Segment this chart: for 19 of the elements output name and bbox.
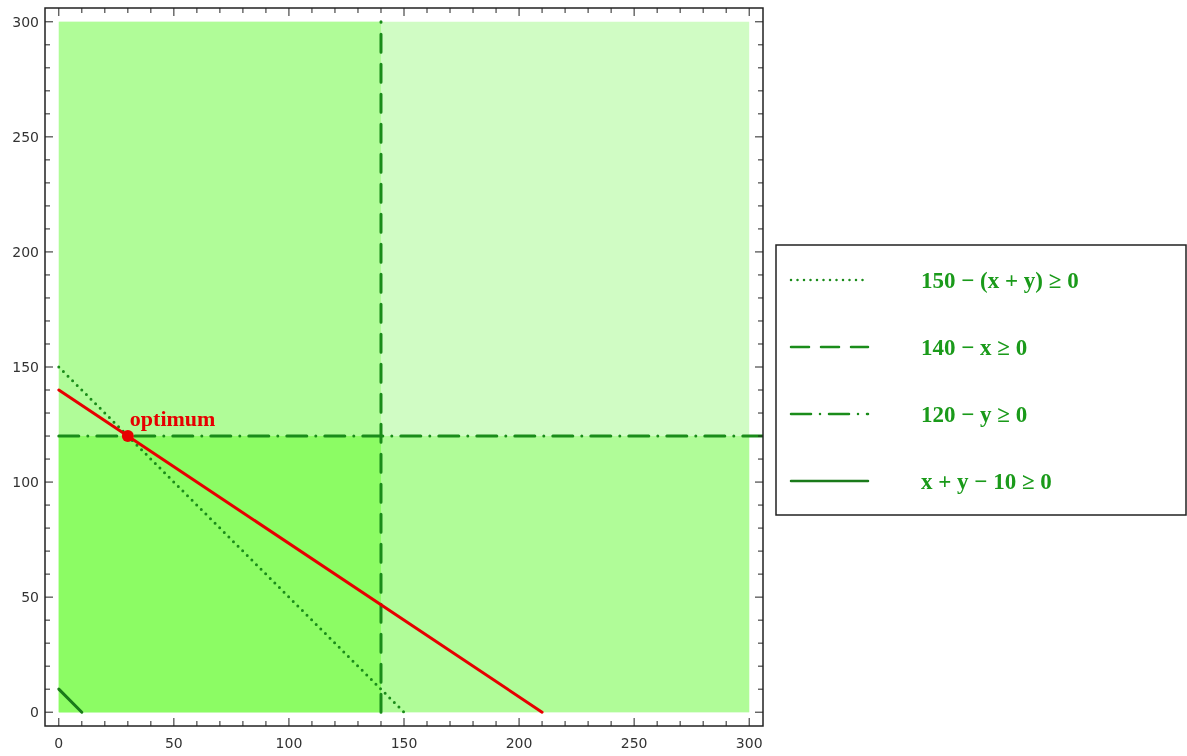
annotation: optimum: [129, 406, 216, 432]
y-tick-label: 50: [21, 589, 39, 606]
x-tick-label: 200: [505, 735, 533, 751]
legend-label: 120 − y ≥ 0: [921, 402, 1028, 427]
x-tick-label: 150: [390, 735, 418, 751]
x-tick-label: 100: [275, 735, 303, 751]
x-tick-label: 0: [54, 735, 64, 751]
y-tick-label: 300: [12, 13, 39, 30]
y-tick-label: 150: [12, 359, 39, 375]
y-tick-label: 100: [12, 474, 39, 491]
legend-label: 140 − x ≥ 0: [921, 335, 1028, 360]
legend-label: 150 − (x + y) ≥ 0: [921, 268, 1079, 293]
legend-label: x + y − 10 ≥ 0: [921, 469, 1052, 494]
y-tick-label: 0: [30, 704, 39, 721]
y-tick-label: 200: [12, 243, 39, 260]
x-tick-label: 250: [620, 735, 648, 751]
x-tick-label: 50: [164, 735, 183, 751]
y-tick-label: 250: [12, 128, 39, 145]
x-tick-label: 300: [735, 735, 763, 751]
